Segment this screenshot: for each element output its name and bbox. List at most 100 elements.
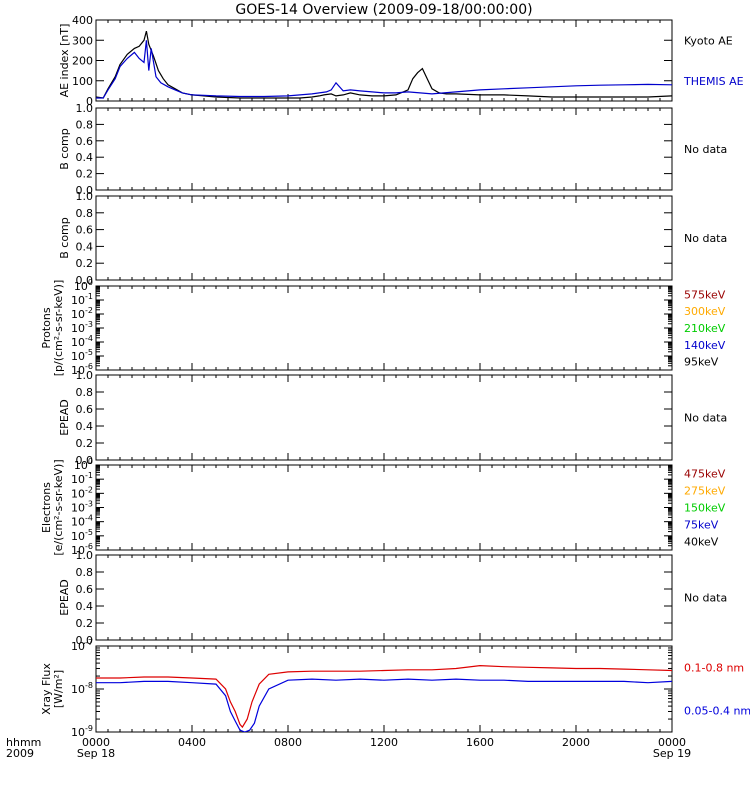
y-axis-unit-label: [e/(cm²-s-sr-keV)] (52, 459, 65, 555)
y-tick-label: 10-1 (71, 292, 93, 307)
y-tick-exponent: -6 (85, 362, 93, 371)
x-date-label: Sep 18 (77, 747, 115, 760)
panel-epead2: 0.0 0.2 0.4 0.6 0.8 1.0 EPEAD No data (58, 549, 727, 647)
y-tick-label: 0.8 (76, 118, 94, 131)
y-tick-label: 100 (74, 457, 93, 472)
y-tick-label: 0.6 (76, 583, 94, 596)
y-tick-label: 1.0 (76, 102, 94, 115)
x-tick-label: 0800 (274, 736, 302, 749)
no-data-note: No data (684, 592, 727, 605)
legend-entry: 95keV (684, 356, 719, 369)
y-tick-label: 100 (74, 278, 93, 293)
panel-frame (95, 554, 673, 641)
y-tick-exponent: -5 (85, 348, 93, 357)
panel-epead1: 0.0 0.2 0.4 0.6 0.8 1.0 EPEAD No data (58, 369, 727, 467)
y-tick-label: 10-3 (71, 320, 93, 335)
y-tick-exponent: 0 (88, 278, 93, 287)
y-tick-exponent: -4 (85, 334, 93, 343)
x-tick-label: 1600 (466, 736, 494, 749)
no-data-note: No data (684, 232, 727, 245)
legend-entry: 75keV (684, 519, 719, 532)
x-date-label: Sep 19 (653, 747, 691, 760)
y-tick-exponent: -4 (85, 514, 93, 523)
y-tick-label: 10-3 (71, 500, 93, 515)
legend-entry: 300keV (684, 305, 726, 318)
y-tick-label: 0.0 (76, 454, 94, 467)
panel-frame (95, 464, 673, 551)
y-tick-label: 200 (72, 55, 93, 68)
y-axis-label: EPEAD (58, 399, 71, 436)
panel-frame (95, 19, 673, 102)
y-tick-exponent: -2 (85, 306, 93, 315)
legend-entry: 275keV (684, 485, 726, 498)
y-tick-label: 10-8 (71, 681, 93, 696)
legend-entry: 140keV (684, 339, 726, 352)
y-tick-exponent: -6 (85, 542, 93, 551)
legend-entry: 40keV (684, 536, 719, 549)
y-tick-label: 0.2 (76, 437, 94, 450)
panel-bcomp2: 0.0 0.2 0.4 0.6 0.8 1.0 B comp No data (58, 190, 727, 287)
y-tick-exponent: -3 (85, 500, 93, 509)
y-tick-label: 1.0 (76, 369, 94, 382)
legend-entry: 575keV (684, 288, 726, 301)
y-axis-label: B comp (58, 217, 71, 259)
y-tick-label: 0.8 (76, 207, 94, 220)
legend-entry: 475keV (684, 468, 726, 481)
y-axis-label: Xray Flux (40, 663, 53, 715)
y-tick-label: 0.2 (76, 617, 94, 630)
time-axis-label-hhmm: hhmm (6, 736, 41, 749)
y-axis-label: Protons (40, 307, 53, 348)
y-tick-label: 1.0 (76, 190, 94, 203)
y-tick-exponent: -1 (85, 471, 93, 480)
panel-frame (95, 645, 673, 733)
x-tick-label: 2000 (562, 736, 590, 749)
series-line-0-05-0-4-nm (96, 678, 672, 732)
x-tick-label: 0400 (178, 736, 206, 749)
panel-frame (95, 107, 673, 191)
y-tick-label: 1.0 (76, 549, 94, 562)
plot-title: GOES-14 Overview (2009-09-18/00:00:00) (235, 2, 532, 18)
y-tick-label: 100 (72, 75, 93, 88)
y-tick-label: 0.4 (76, 240, 94, 253)
y-tick-label: 0.4 (76, 151, 94, 164)
legend-entry: 210keV (684, 322, 726, 335)
series-line-kyoto-ae (96, 30, 672, 99)
legend-entry: Kyoto AE (684, 34, 733, 47)
y-tick-exponent: -5 (85, 528, 93, 537)
y-tick-label: 0.4 (76, 420, 94, 433)
series-line-themis-ae (96, 40, 672, 99)
y-tick-label: 0.6 (76, 224, 94, 237)
y-axis-unit-label: [p/(cm²-s-sr-keV)] (52, 280, 65, 377)
y-axis-label: Electrons (40, 482, 53, 533)
x-tick-label: 0000 (82, 736, 110, 749)
y-tick-label: 0.2 (76, 257, 94, 270)
no-data-note: No data (684, 412, 727, 425)
y-tick-label: 0.4 (76, 600, 94, 613)
y-tick-label: 10-5 (71, 348, 93, 363)
x-tick-label: 0000 (658, 736, 686, 749)
series-line-0-1-0-8-nm (96, 664, 672, 729)
x-tick-label: 1200 (370, 736, 398, 749)
y-tick-label: 10-4 (71, 514, 93, 529)
time-axis-label-year: 2009 (6, 747, 34, 760)
panel-bcomp1: 0.0 0.2 0.4 0.6 0.8 1.0 B comp No data (58, 102, 727, 197)
y-tick-label: 0.8 (76, 566, 94, 579)
y-tick-label: 300 (72, 34, 93, 47)
y-tick-exponent: -7 (85, 638, 93, 647)
y-tick-label: 0.0 (76, 274, 94, 287)
legend-entry: 0.1-0.8 nm (684, 662, 744, 675)
y-tick-label: 0.0 (76, 634, 94, 647)
legend-entry: 150keV (684, 502, 726, 515)
panel-frame (95, 285, 673, 371)
time-axis: hhmm 2009 0000 0400 0800 1200 1600 2000 0000Se… (6, 736, 691, 760)
legend-entry: 0.05-0.4 nm (684, 705, 750, 718)
y-axis-label: EPEAD (58, 579, 71, 616)
panel-frame (95, 374, 673, 461)
y-tick-label: 0.2 (76, 168, 94, 181)
y-tick-exponent: -3 (85, 320, 93, 329)
y-tick-exponent: 0 (88, 457, 93, 466)
y-tick-exponent: -9 (85, 724, 93, 733)
